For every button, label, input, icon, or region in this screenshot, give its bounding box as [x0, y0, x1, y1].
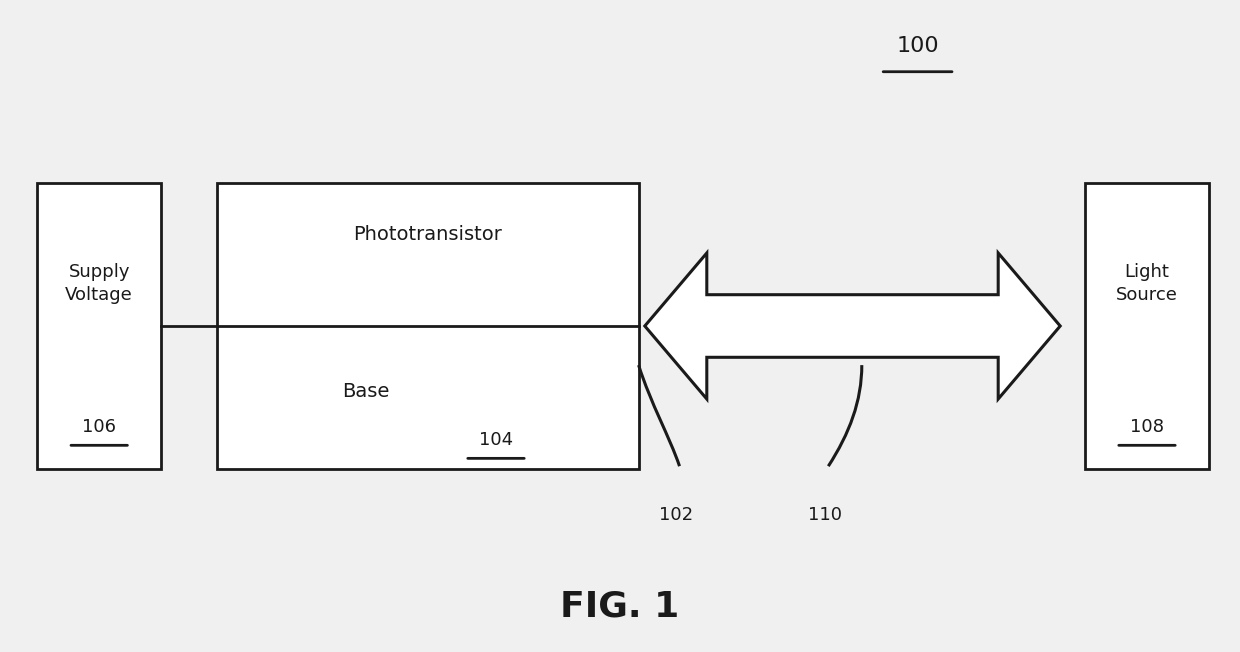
Text: 108: 108: [1130, 418, 1164, 436]
FancyBboxPatch shape: [217, 183, 639, 469]
FancyBboxPatch shape: [1085, 183, 1209, 469]
Text: 104: 104: [479, 431, 513, 449]
Text: Supply
Voltage: Supply Voltage: [66, 263, 133, 304]
Text: 110: 110: [807, 506, 842, 524]
FancyBboxPatch shape: [37, 183, 161, 469]
Text: Phototransistor: Phototransistor: [353, 225, 502, 244]
Text: Light
Source: Light Source: [1116, 263, 1178, 304]
Polygon shape: [645, 253, 1060, 399]
Text: 102: 102: [658, 506, 693, 524]
Text: FIG. 1: FIG. 1: [560, 589, 680, 623]
Text: Base: Base: [342, 381, 389, 401]
Text: 100: 100: [897, 36, 939, 55]
Text: 106: 106: [82, 418, 117, 436]
